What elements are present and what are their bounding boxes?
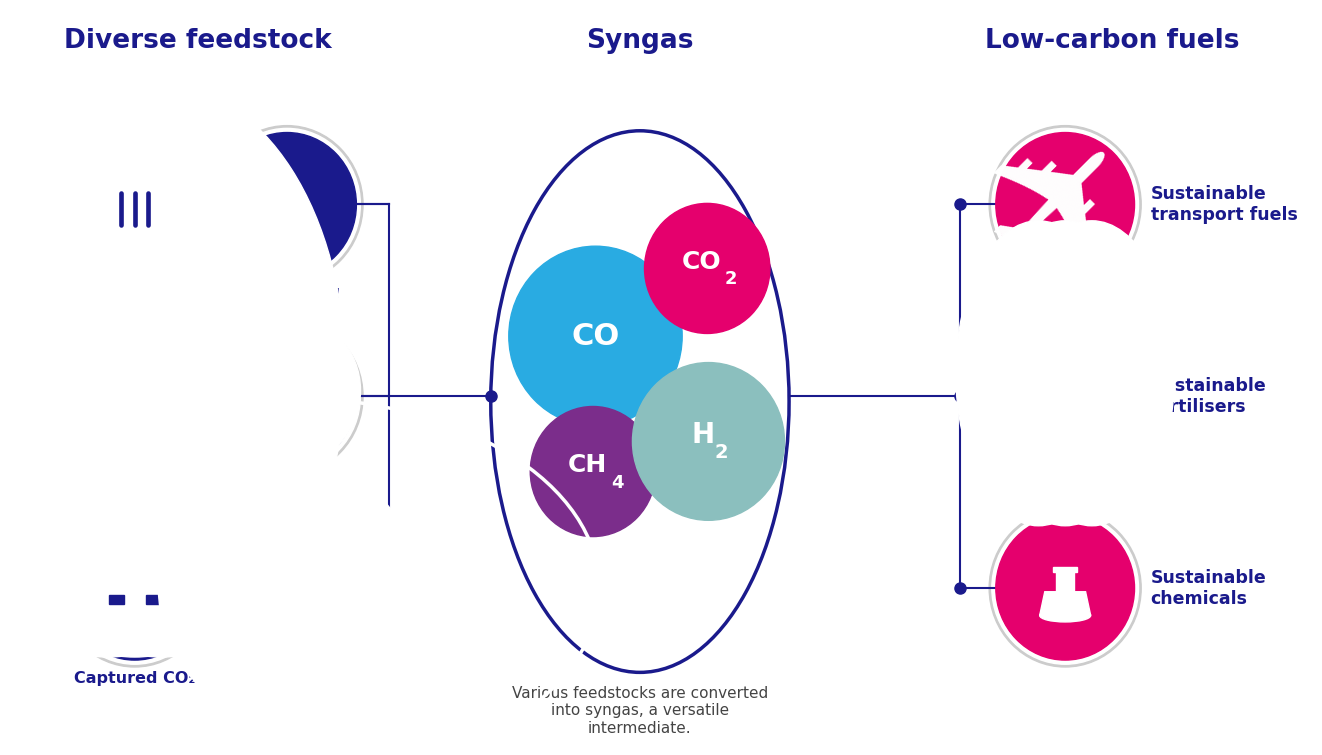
- Text: Various feedstocks are converted
into syngas, a versatile
intermediate.: Various feedstocks are converted into sy…: [512, 686, 768, 735]
- Text: CO: CO: [571, 322, 620, 350]
- FancyBboxPatch shape: [145, 596, 160, 604]
- Ellipse shape: [65, 325, 204, 468]
- Ellipse shape: [645, 203, 769, 334]
- FancyBboxPatch shape: [282, 217, 292, 232]
- Ellipse shape: [218, 516, 357, 660]
- Text: Low-carbon fuels: Low-carbon fuels: [985, 28, 1240, 54]
- FancyBboxPatch shape: [266, 230, 308, 235]
- Text: Sustainable
chemicals: Sustainable chemicals: [1150, 569, 1266, 608]
- Ellipse shape: [214, 314, 361, 467]
- Ellipse shape: [992, 320, 1138, 473]
- Polygon shape: [266, 414, 309, 427]
- Ellipse shape: [989, 125, 1141, 283]
- Text: Sustainable
transport fuels: Sustainable transport fuels: [1150, 185, 1297, 224]
- Ellipse shape: [982, 220, 1147, 525]
- Ellipse shape: [214, 128, 361, 281]
- FancyBboxPatch shape: [122, 182, 148, 186]
- Ellipse shape: [995, 133, 1134, 276]
- Text: Diverse feedstock: Diverse feedstock: [65, 28, 332, 54]
- Ellipse shape: [212, 125, 364, 283]
- Ellipse shape: [956, 220, 1121, 525]
- FancyBboxPatch shape: [1052, 566, 1077, 572]
- Ellipse shape: [509, 246, 682, 426]
- FancyArrowPatch shape: [268, 392, 284, 402]
- Text: CO: CO: [682, 249, 722, 273]
- FancyBboxPatch shape: [102, 583, 168, 615]
- Ellipse shape: [65, 133, 204, 276]
- FancyBboxPatch shape: [110, 596, 124, 604]
- FancyBboxPatch shape: [95, 186, 175, 192]
- Ellipse shape: [632, 362, 784, 520]
- Ellipse shape: [212, 509, 364, 667]
- Ellipse shape: [0, 85, 345, 657]
- Ellipse shape: [992, 512, 1138, 664]
- Ellipse shape: [65, 516, 204, 660]
- Text: Municipal solid
waste: Municipal solid waste: [67, 288, 202, 320]
- Text: H: H: [691, 421, 715, 448]
- Text: Sustainable
fertilisers: Sustainable fertilisers: [1150, 377, 1266, 416]
- Text: 2: 2: [724, 270, 738, 288]
- Text: Renewable
energy: Renewable energy: [238, 479, 337, 512]
- Ellipse shape: [58, 509, 210, 667]
- Text: Hydrogen: Hydrogen: [243, 671, 330, 686]
- Ellipse shape: [0, 85, 319, 657]
- Text: Syngas: Syngas: [586, 28, 694, 54]
- Text: Forestry
biomass: Forestry biomass: [97, 479, 173, 512]
- Ellipse shape: [995, 325, 1134, 468]
- Ellipse shape: [218, 133, 357, 276]
- Ellipse shape: [58, 125, 210, 283]
- Text: Captured CO₂: Captured CO₂: [74, 671, 196, 686]
- FancyBboxPatch shape: [1056, 572, 1075, 592]
- FancyBboxPatch shape: [128, 567, 140, 583]
- Polygon shape: [1039, 592, 1091, 615]
- Ellipse shape: [218, 325, 357, 468]
- FancyBboxPatch shape: [153, 570, 165, 583]
- Ellipse shape: [233, 499, 379, 652]
- Ellipse shape: [530, 406, 656, 537]
- FancyBboxPatch shape: [102, 192, 168, 228]
- Ellipse shape: [989, 317, 1141, 475]
- Ellipse shape: [1009, 220, 1174, 525]
- Ellipse shape: [995, 516, 1134, 660]
- FancyArrowPatch shape: [290, 392, 305, 402]
- Ellipse shape: [159, 455, 415, 722]
- Ellipse shape: [0, 85, 292, 657]
- Text: ✈: ✈: [947, 86, 1183, 323]
- Ellipse shape: [1039, 609, 1091, 622]
- Ellipse shape: [212, 317, 364, 475]
- Text: 2: 2: [715, 443, 728, 462]
- Ellipse shape: [58, 317, 210, 475]
- Ellipse shape: [989, 509, 1141, 667]
- Text: Agricultural
residues: Agricultural residues: [234, 288, 341, 320]
- Ellipse shape: [61, 512, 208, 664]
- FancyBboxPatch shape: [104, 563, 116, 583]
- Text: CH: CH: [568, 452, 607, 476]
- Text: 4: 4: [611, 473, 623, 492]
- Ellipse shape: [61, 320, 208, 473]
- Ellipse shape: [214, 512, 361, 664]
- Ellipse shape: [214, 320, 361, 473]
- Ellipse shape: [61, 128, 208, 281]
- Ellipse shape: [992, 128, 1138, 281]
